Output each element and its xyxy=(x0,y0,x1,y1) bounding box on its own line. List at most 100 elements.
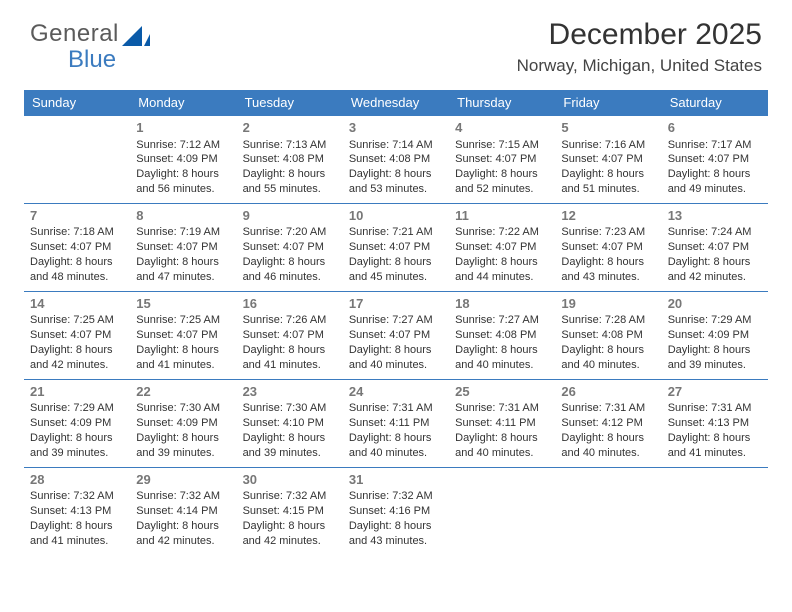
calendar-day-cell: 5Sunrise: 7:16 AMSunset: 4:07 PMDaylight… xyxy=(555,116,661,203)
day-number: 10 xyxy=(349,207,443,225)
day-daylight1: Daylight: 8 hours xyxy=(455,167,549,182)
day-sunrise: Sunrise: 7:12 AM xyxy=(136,138,230,153)
day-sunrise: Sunrise: 7:27 AM xyxy=(455,313,549,328)
calendar-day-cell: 28Sunrise: 7:32 AMSunset: 4:13 PMDayligh… xyxy=(24,467,130,554)
day-daylight2: and 47 minutes. xyxy=(136,270,230,285)
day-number: 8 xyxy=(136,207,230,225)
day-sunrise: Sunrise: 7:25 AM xyxy=(136,313,230,328)
day-daylight1: Daylight: 8 hours xyxy=(136,343,230,358)
day-number: 19 xyxy=(561,295,655,313)
day-daylight2: and 40 minutes. xyxy=(455,358,549,373)
weekday-header-row: Sunday Monday Tuesday Wednesday Thursday… xyxy=(24,90,768,116)
day-daylight2: and 39 minutes. xyxy=(243,446,337,461)
day-number: 22 xyxy=(136,383,230,401)
day-sunset: Sunset: 4:07 PM xyxy=(561,240,655,255)
day-sunset: Sunset: 4:07 PM xyxy=(455,240,549,255)
day-number: 11 xyxy=(455,207,549,225)
day-sunset: Sunset: 4:07 PM xyxy=(30,328,124,343)
calendar-day-cell xyxy=(662,467,768,554)
weekday-header: Friday xyxy=(555,90,661,116)
day-daylight2: and 40 minutes. xyxy=(349,446,443,461)
logo-sail-icon xyxy=(122,24,150,46)
calendar-day-cell: 24Sunrise: 7:31 AMSunset: 4:11 PMDayligh… xyxy=(343,379,449,467)
day-daylight2: and 42 minutes. xyxy=(668,270,762,285)
day-daylight2: and 40 minutes. xyxy=(455,446,549,461)
day-sunset: Sunset: 4:09 PM xyxy=(30,416,124,431)
day-daylight2: and 41 minutes. xyxy=(243,358,337,373)
calendar-day-cell: 27Sunrise: 7:31 AMSunset: 4:13 PMDayligh… xyxy=(662,379,768,467)
day-number: 23 xyxy=(243,383,337,401)
day-daylight1: Daylight: 8 hours xyxy=(136,519,230,534)
logo-text-general: General xyxy=(30,20,119,47)
day-sunrise: Sunrise: 7:18 AM xyxy=(30,225,124,240)
day-daylight2: and 43 minutes. xyxy=(561,270,655,285)
day-sunrise: Sunrise: 7:31 AM xyxy=(349,401,443,416)
day-daylight1: Daylight: 8 hours xyxy=(455,431,549,446)
day-sunrise: Sunrise: 7:32 AM xyxy=(349,489,443,504)
day-daylight2: and 41 minutes. xyxy=(30,534,124,549)
day-number: 2 xyxy=(243,119,337,137)
day-sunrise: Sunrise: 7:31 AM xyxy=(668,401,762,416)
day-daylight2: and 42 minutes. xyxy=(30,358,124,373)
calendar-day-cell: 9Sunrise: 7:20 AMSunset: 4:07 PMDaylight… xyxy=(237,203,343,291)
day-sunrise: Sunrise: 7:24 AM xyxy=(668,225,762,240)
day-sunrise: Sunrise: 7:30 AM xyxy=(136,401,230,416)
weekday-header: Monday xyxy=(130,90,236,116)
day-number: 16 xyxy=(243,295,337,313)
day-daylight2: and 39 minutes. xyxy=(30,446,124,461)
calendar-day-cell: 11Sunrise: 7:22 AMSunset: 4:07 PMDayligh… xyxy=(449,203,555,291)
day-sunrise: Sunrise: 7:20 AM xyxy=(243,225,337,240)
day-daylight1: Daylight: 8 hours xyxy=(561,255,655,270)
day-number: 24 xyxy=(349,383,443,401)
weekday-header: Sunday xyxy=(24,90,130,116)
day-daylight1: Daylight: 8 hours xyxy=(668,431,762,446)
day-daylight1: Daylight: 8 hours xyxy=(30,255,124,270)
day-number: 3 xyxy=(349,119,443,137)
calendar-day-cell: 21Sunrise: 7:29 AMSunset: 4:09 PMDayligh… xyxy=(24,379,130,467)
day-sunset: Sunset: 4:07 PM xyxy=(30,240,124,255)
calendar-day-cell: 30Sunrise: 7:32 AMSunset: 4:15 PMDayligh… xyxy=(237,467,343,554)
day-sunset: Sunset: 4:07 PM xyxy=(136,328,230,343)
day-daylight1: Daylight: 8 hours xyxy=(243,255,337,270)
day-daylight2: and 48 minutes. xyxy=(30,270,124,285)
day-number: 15 xyxy=(136,295,230,313)
calendar-day-cell: 31Sunrise: 7:32 AMSunset: 4:16 PMDayligh… xyxy=(343,467,449,554)
day-sunset: Sunset: 4:15 PM xyxy=(243,504,337,519)
calendar-day-cell: 16Sunrise: 7:26 AMSunset: 4:07 PMDayligh… xyxy=(237,291,343,379)
day-number: 9 xyxy=(243,207,337,225)
day-daylight1: Daylight: 8 hours xyxy=(349,255,443,270)
day-sunrise: Sunrise: 7:22 AM xyxy=(455,225,549,240)
day-number: 27 xyxy=(668,383,762,401)
weekday-header: Thursday xyxy=(449,90,555,116)
day-sunrise: Sunrise: 7:14 AM xyxy=(349,138,443,153)
day-sunrise: Sunrise: 7:16 AM xyxy=(561,138,655,153)
day-daylight2: and 40 minutes. xyxy=(349,358,443,373)
day-daylight2: and 45 minutes. xyxy=(349,270,443,285)
day-sunset: Sunset: 4:09 PM xyxy=(136,152,230,167)
calendar-day-cell: 15Sunrise: 7:25 AMSunset: 4:07 PMDayligh… xyxy=(130,291,236,379)
day-daylight1: Daylight: 8 hours xyxy=(136,431,230,446)
day-sunset: Sunset: 4:08 PM xyxy=(455,328,549,343)
day-daylight2: and 41 minutes. xyxy=(668,446,762,461)
day-sunset: Sunset: 4:09 PM xyxy=(668,328,762,343)
day-daylight2: and 52 minutes. xyxy=(455,182,549,197)
day-daylight2: and 42 minutes. xyxy=(136,534,230,549)
day-daylight1: Daylight: 8 hours xyxy=(243,167,337,182)
logo: General Blue xyxy=(30,20,119,48)
calendar-day-cell: 26Sunrise: 7:31 AMSunset: 4:12 PMDayligh… xyxy=(555,379,661,467)
day-sunset: Sunset: 4:07 PM xyxy=(349,328,443,343)
day-sunrise: Sunrise: 7:26 AM xyxy=(243,313,337,328)
day-sunset: Sunset: 4:13 PM xyxy=(30,504,124,519)
day-daylight2: and 41 minutes. xyxy=(136,358,230,373)
logo-text-blue: Blue xyxy=(68,46,116,74)
day-sunrise: Sunrise: 7:21 AM xyxy=(349,225,443,240)
day-daylight1: Daylight: 8 hours xyxy=(30,519,124,534)
day-number: 6 xyxy=(668,119,762,137)
day-number: 29 xyxy=(136,471,230,489)
day-daylight1: Daylight: 8 hours xyxy=(561,167,655,182)
calendar-day-cell: 13Sunrise: 7:24 AMSunset: 4:07 PMDayligh… xyxy=(662,203,768,291)
day-sunset: Sunset: 4:07 PM xyxy=(136,240,230,255)
day-daylight1: Daylight: 8 hours xyxy=(668,167,762,182)
day-daylight1: Daylight: 8 hours xyxy=(243,431,337,446)
weekday-header: Saturday xyxy=(662,90,768,116)
